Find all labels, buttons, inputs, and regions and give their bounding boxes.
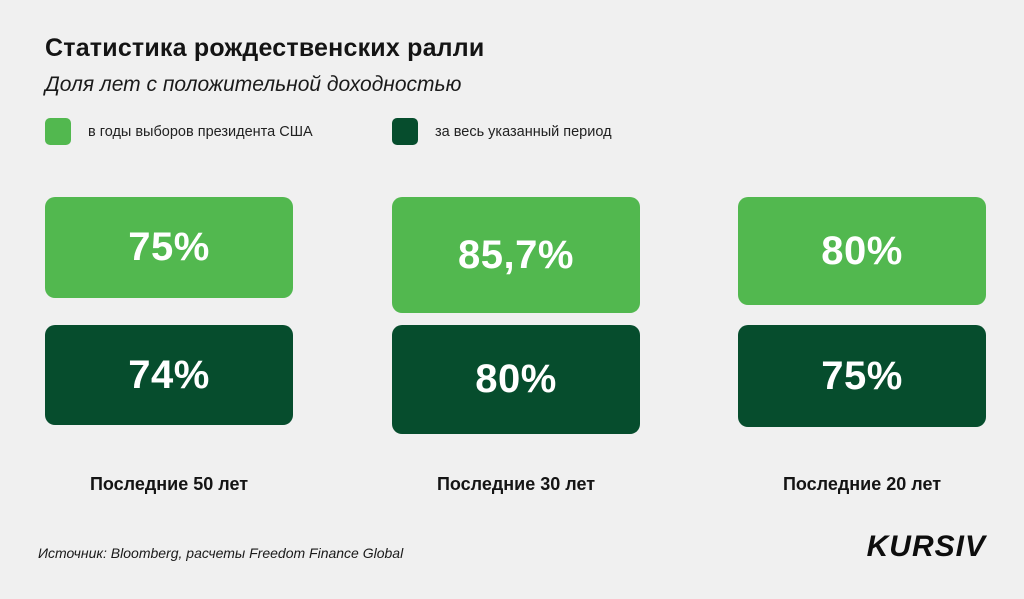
source-note: Источник: Bloomberg, расчеты Freedom Fin… — [38, 545, 404, 561]
tile-30y-election: 85,7% — [392, 197, 640, 313]
legend-item-whole-period: за весь указанный период — [392, 118, 612, 145]
legend-swatch-dark-green — [392, 118, 418, 145]
page-subtitle: Доля лет с положительной доходностью — [45, 73, 462, 96]
tile-30y-whole: 80% — [392, 325, 640, 434]
tile-50y-election: 75% — [45, 197, 293, 298]
tile-50y-whole: 74% — [45, 325, 293, 425]
legend-swatch-light-green — [45, 118, 71, 145]
column-label-30y: Последние 30 лет — [436, 474, 596, 494]
legend-item-election-years: в годы выборов президента США — [45, 118, 313, 145]
kursiv-logo: KURSIV — [866, 530, 986, 563]
tile-20y-whole: 75% — [738, 325, 986, 427]
legend-label: за весь указанный период — [435, 123, 612, 140]
column-label-50y: Последние 50 лет — [89, 474, 249, 494]
tile-20y-election: 80% — [738, 197, 986, 305]
page-title: Статистика рождественских ралли — [45, 34, 485, 62]
column-label-20y: Последние 20 лет — [782, 474, 942, 494]
legend-label: в годы выборов президента США — [88, 123, 313, 140]
